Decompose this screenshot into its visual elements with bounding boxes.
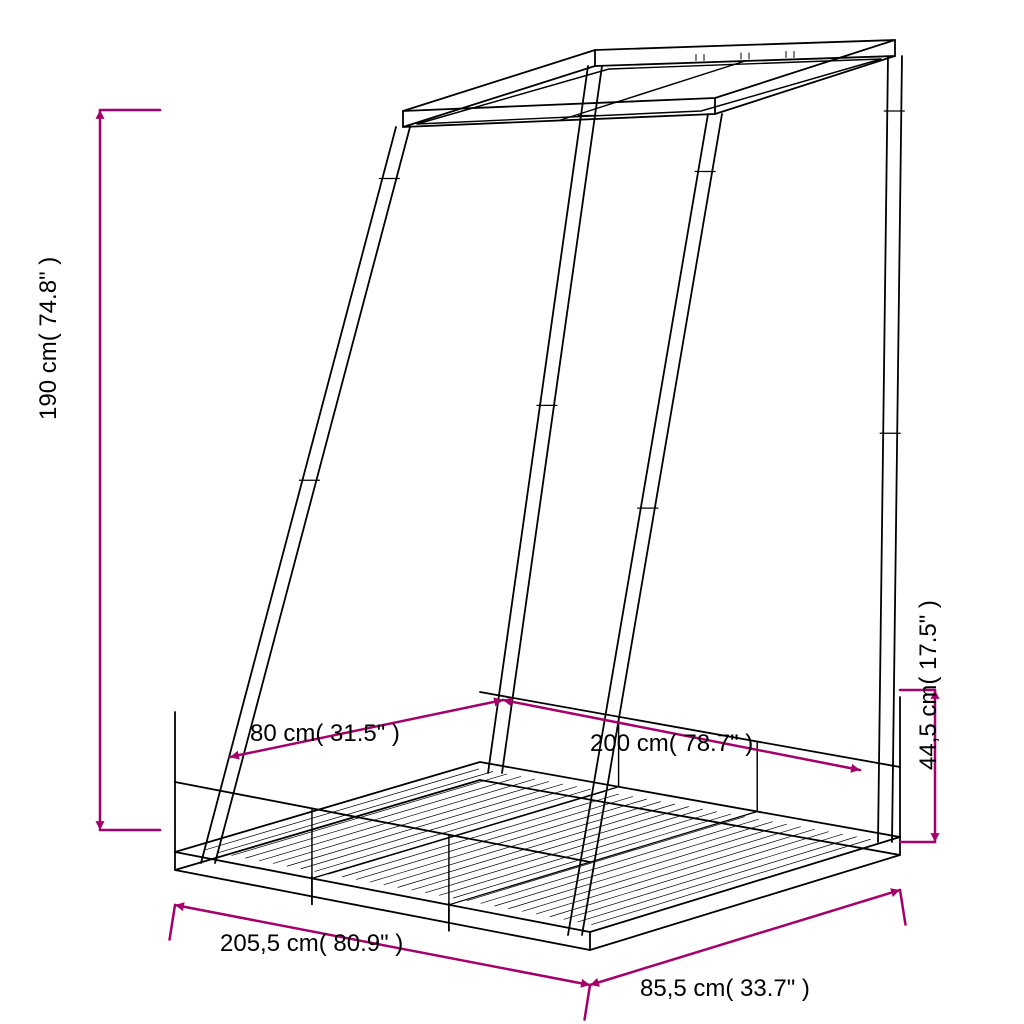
label-side-height: 44,5 cm( 17.5" ) — [915, 600, 943, 770]
label-length-outer: 205,5 cm( 80.9" ) — [220, 930, 403, 958]
label-width-outer: 85,5 cm( 33.7" ) — [640, 975, 810, 1003]
label-height: 190 cm( 74.8" ) — [35, 257, 63, 420]
label-mattress-l: 200 cm( 78.7" ) — [590, 730, 753, 758]
label-mattress-w: 80 cm( 31.5" ) — [250, 720, 400, 748]
